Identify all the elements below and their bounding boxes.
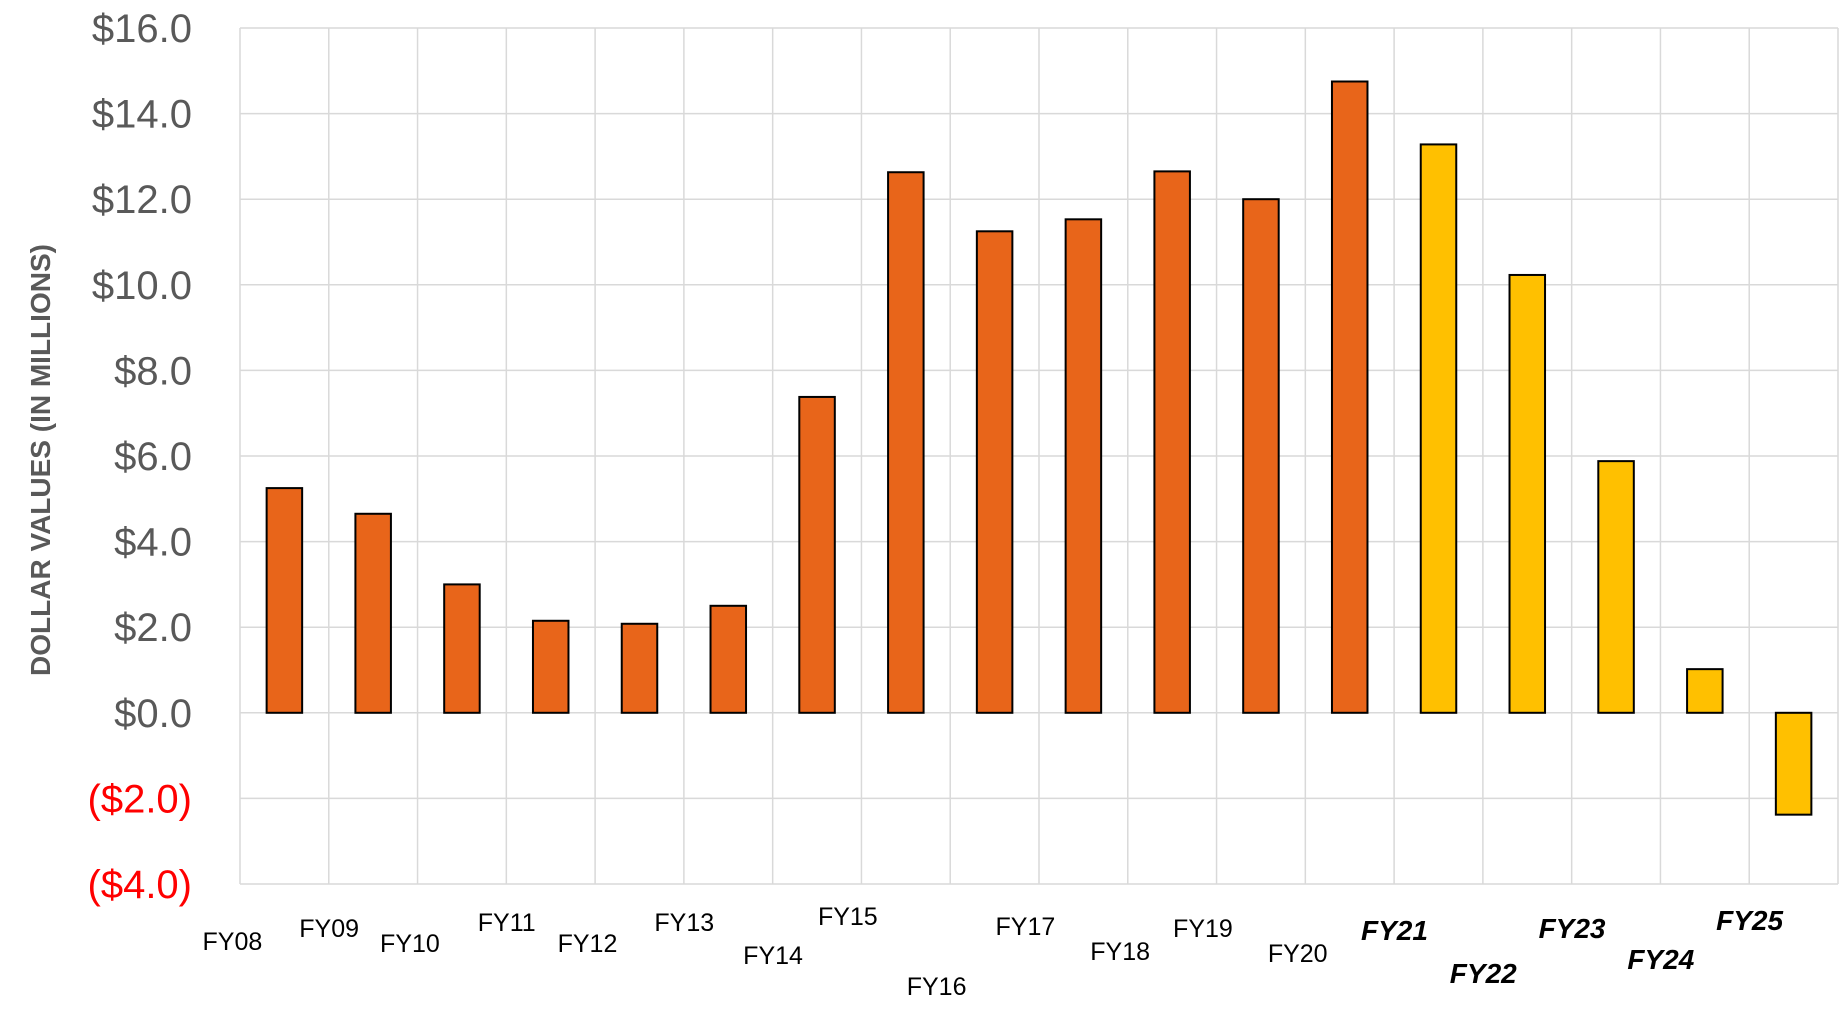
x-tick-label-fy22: FY22 (1450, 958, 1517, 989)
y-tick-label: $4.0 (114, 521, 192, 565)
x-tick-label-fy12: FY12 (558, 930, 618, 958)
y-tick-label: $16.0 (92, 7, 192, 51)
x-tick-label-fy24: FY24 (1627, 944, 1694, 975)
y-tick-label: ($2.0) (88, 777, 193, 821)
x-tick-label-fy23: FY23 (1539, 913, 1606, 944)
x-tick-label-fy10: FY10 (380, 930, 440, 958)
y-tick-label: $14.0 (92, 93, 192, 137)
x-tick-label-fy25: FY25 (1716, 905, 1783, 936)
y-tick-label: $8.0 (114, 349, 192, 393)
bar-fy19 (1242, 198, 1280, 714)
y-tick-label: $2.0 (114, 606, 192, 650)
y-tick-label: ($4.0) (88, 863, 193, 907)
x-tick-label-fy08: FY08 (203, 928, 263, 956)
y-tick-label: $10.0 (92, 264, 192, 308)
bar-fy09 (354, 512, 392, 714)
bar-fy25 (1774, 711, 1813, 816)
bar-fy08 (265, 487, 304, 714)
bar-fy14 (798, 395, 836, 714)
x-tick-label-fy14: FY14 (743, 942, 803, 970)
bar-fy24 (1686, 668, 1724, 714)
bar-fy15 (887, 171, 925, 714)
bar-fy20 (1330, 80, 1369, 714)
gridlines (239, 27, 1839, 885)
bar-fy17 (1064, 218, 1103, 714)
x-tick-label-fy20: FY20 (1268, 940, 1328, 968)
x-tick-label-fy18: FY18 (1090, 938, 1150, 966)
x-tick-label-fy21: FY21 (1361, 915, 1428, 946)
y-tick-label: $12.0 (92, 178, 192, 222)
x-tick-label-fy17: FY17 (996, 913, 1056, 941)
x-tick-label-fy09: FY09 (299, 915, 359, 943)
x-axis-ticks: FY08 FY09 FY10 FY11 FY12 FY13 FY14 FY15 FY16 FY17… (203, 903, 1784, 1001)
bar-fy18 (1153, 170, 1191, 714)
bar-fy21 (1419, 143, 1458, 714)
bar-fy12 (620, 622, 659, 714)
bars (265, 80, 1813, 816)
bar-fy13 (709, 604, 748, 714)
bar-fy23 (1597, 460, 1635, 714)
bar-fy16 (975, 230, 1014, 714)
bar-fy11 (531, 619, 570, 714)
bar-fy10 (443, 583, 481, 714)
y-tick-label: $6.0 (114, 435, 192, 479)
x-tick-label-fy11: FY11 (478, 909, 536, 937)
x-tick-label-fy15: FY15 (818, 903, 878, 931)
y-axis-ticks: $16.0 $14.0 $12.0 $10.0 $8.0 $6.0 $4.0 $2.0 $0.0… (88, 7, 193, 907)
bar-fy22 (1508, 273, 1547, 714)
y-axis-label: DOLLAR VALUES (IN MILLIONS) (25, 244, 56, 676)
y-tick-label: $0.0 (114, 692, 192, 736)
x-tick-label-fy16: FY16 (907, 973, 967, 1001)
x-tick-label-fy19: FY19 (1173, 915, 1233, 943)
x-tick-label-fy13: FY13 (654, 909, 714, 937)
